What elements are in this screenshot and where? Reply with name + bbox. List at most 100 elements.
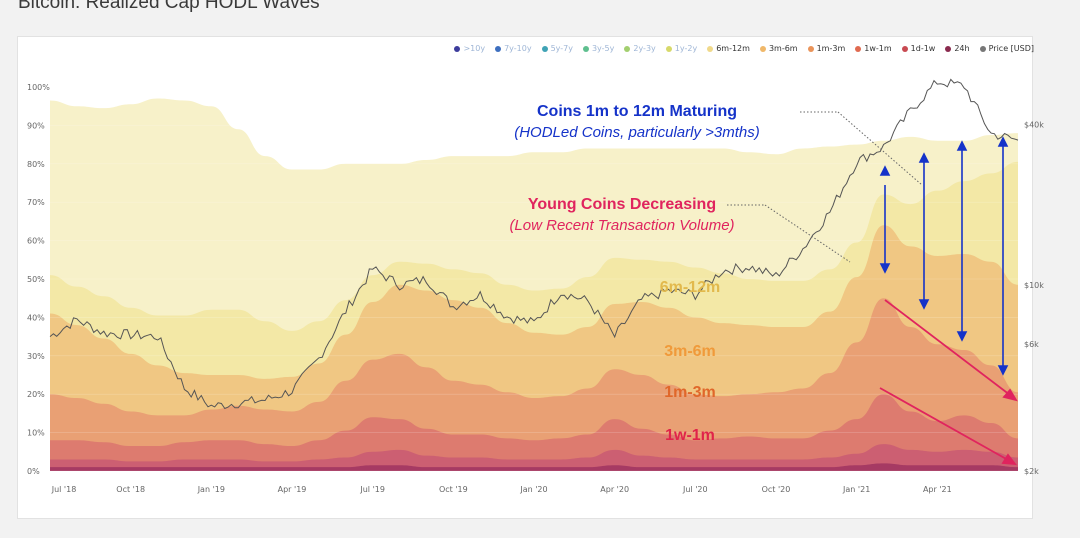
legend-label: 2y-3y [633, 44, 656, 53]
legend-label: >10y [463, 44, 486, 53]
annotation-maturing-subtitle: (HODLed Coins, particularly >3mths) [514, 124, 760, 141]
x-tick-label: Apr '19 [278, 485, 307, 494]
legend-label: 1m-3m [816, 44, 846, 53]
chart-legend: >10y 7y-10y 5y-7y 3y-5y 2y-3y 1y-2y 6m-12m 3m-6… [454, 44, 1034, 53]
y-tick-label: 50% [27, 275, 45, 284]
y-tick-label: 80% [27, 160, 45, 169]
maturing-arrow-3-head-down [956, 331, 968, 342]
legend-swatch [495, 45, 502, 52]
y-tick-label: 0% [27, 467, 40, 476]
legend-swatch [901, 45, 908, 52]
decreasing-arrow-upper [884, 299, 1011, 396]
band-24h [50, 463, 1018, 471]
legend-swatch [541, 45, 548, 52]
legend-item[interactable]: 5y-7y [541, 44, 573, 53]
price-tick-label: $10k [1024, 281, 1044, 290]
y-axis: 0% 10% 20% 30% 40% 50% 60% 70% 80% 90% 100% [27, 83, 50, 476]
x-tick-label: Oct '19 [439, 485, 468, 494]
legend-label: 1d-1w [910, 44, 936, 53]
annotation-maturing-title: Coins 1m to 12m Maturing [537, 103, 737, 120]
decreasing-arrows [879, 299, 1018, 466]
x-tick-label: Jan '19 [197, 485, 225, 494]
y-tick-label: 10% [27, 429, 45, 438]
band-label-1m-3m: 1m-3m [664, 384, 716, 401]
legend-swatch [624, 45, 631, 52]
price-tick-label: $2k [1024, 467, 1039, 476]
band-1m-3m [50, 298, 1018, 471]
area-bands [50, 98, 1018, 472]
maturing-arrow-4-head-up [997, 136, 1009, 147]
legend-swatch [759, 45, 766, 52]
legend-swatch [665, 45, 672, 52]
decreasing-arrow-lower-head [1001, 453, 1017, 466]
legend-item[interactable]: 7y-10y [495, 44, 532, 53]
x-tick-label: Jul '19 [359, 485, 385, 494]
decreasing-arrow-upper-head [1002, 388, 1018, 402]
legend-item[interactable]: 1m-3m [807, 44, 846, 53]
legend-item[interactable]: >10y [454, 44, 485, 53]
price-tick-label: $6k [1024, 340, 1039, 349]
band-1d-1w [50, 444, 1018, 471]
legend-label: 1w-1m [864, 44, 892, 53]
legend-label: 24h [954, 44, 970, 53]
legend-item[interactable]: 1y-2y [665, 44, 698, 53]
y-tick-label: 70% [27, 198, 45, 207]
x-tick-label: Oct '18 [116, 485, 145, 494]
page-title: Bitcoin: Realized Cap HODL Waves [18, 0, 320, 13]
gridlines [50, 86, 1018, 472]
annotation-decreasing-title: Young Coins Decreasing [528, 196, 716, 213]
x-tick-label: Jan '20 [519, 485, 547, 494]
legend-item[interactable]: 1d-1w [901, 44, 936, 53]
legend-label: 5y-7y [550, 44, 573, 53]
x-tick-label: Oct '20 [762, 485, 791, 494]
band-label-1w-1m: 1w-1m [665, 427, 715, 444]
legend-label: 1y-2y [674, 44, 698, 53]
legend-swatch [582, 45, 589, 52]
y-tick-label: 20% [27, 390, 45, 399]
legend-item[interactable]: 3m-6m [759, 44, 798, 53]
maturing-arrow-2-head-up [918, 152, 930, 163]
x-tick-label: Jul '20 [682, 485, 708, 494]
y-tick-label: 30% [27, 352, 45, 361]
legend-item[interactable]: Price [USD] [979, 44, 1034, 53]
x-tick-label: Jul '18 [51, 485, 77, 494]
band-1w-1m [50, 394, 1018, 471]
x-axis: Jul '18 Oct '18 Jan '19 Apr '19 Jul '19 Oct '… [51, 485, 952, 494]
legend-item[interactable]: 24h [945, 44, 970, 53]
legend-item[interactable]: 2y-3y [624, 44, 656, 53]
maturing-arrow-1-head-up [879, 165, 891, 176]
x-tick-label: Apr '21 [923, 485, 952, 494]
decreasing-arrow-lower [879, 387, 1009, 461]
band-label-6m-12m: 6m-12m [660, 279, 720, 296]
y-tick-label: 60% [27, 237, 45, 246]
legend-item[interactable]: 6m-12m [707, 44, 750, 53]
price-tick-label: $40k [1024, 121, 1044, 130]
x-tick-label: Jan '21 [842, 485, 870, 494]
legend-label: 7y-10y [504, 44, 532, 53]
x-tick-label: Apr '20 [600, 485, 629, 494]
legend-swatch [979, 45, 986, 52]
price-layer [49, 78, 1019, 410]
legend-item[interactable]: 3y-5y [582, 44, 615, 53]
maturing-arrow-2-head-down [918, 299, 930, 310]
maturing-arrow-4-head-down [997, 365, 1009, 376]
y-tick-label: 100% [27, 83, 50, 92]
y-tick-label: 90% [27, 121, 45, 130]
price-line [49, 78, 1019, 410]
legend-swatch [945, 45, 952, 52]
annotation-decreasing-subtitle: (Low Recent Transaction Volume) [509, 217, 734, 234]
legend-item[interactable]: 1w-1m [855, 44, 892, 53]
y-tick-label: 40% [27, 313, 45, 322]
maturing-arrows [879, 136, 1009, 376]
legend-swatch [855, 45, 862, 52]
legend-swatch [707, 45, 714, 52]
legend-label: 3y-5y [591, 44, 615, 53]
legend-swatch [454, 45, 461, 52]
price-axis: $2k $6k $10k $40k [1024, 121, 1044, 476]
legend-label: 3m-6m [768, 44, 798, 53]
leader-line-maturing-b [837, 111, 923, 186]
leader-line-decreasing-b [764, 204, 851, 263]
maturing-arrow-3-head-up [956, 140, 968, 151]
maturing-arrow-1-head-down [879, 263, 891, 274]
